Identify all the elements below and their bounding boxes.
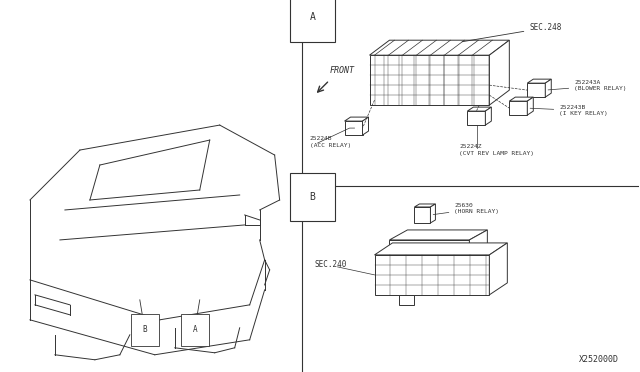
Text: (CVT REV LAMP RELAY): (CVT REV LAMP RELAY) bbox=[460, 151, 534, 156]
Text: B: B bbox=[143, 325, 147, 334]
Polygon shape bbox=[390, 240, 469, 255]
Polygon shape bbox=[490, 40, 509, 105]
Text: SEC.248: SEC.248 bbox=[462, 23, 562, 42]
Text: 252243B
(I KEY RELAY): 252243B (I KEY RELAY) bbox=[530, 105, 608, 116]
Polygon shape bbox=[369, 40, 509, 55]
Text: B: B bbox=[310, 192, 316, 202]
Polygon shape bbox=[527, 79, 551, 83]
Polygon shape bbox=[469, 230, 487, 255]
Text: A: A bbox=[310, 12, 316, 22]
Polygon shape bbox=[527, 97, 533, 115]
Polygon shape bbox=[415, 207, 431, 223]
Polygon shape bbox=[362, 117, 369, 135]
Polygon shape bbox=[467, 107, 492, 111]
Polygon shape bbox=[527, 83, 545, 97]
Text: 25224Z: 25224Z bbox=[460, 144, 482, 149]
Polygon shape bbox=[415, 204, 435, 207]
Polygon shape bbox=[545, 79, 551, 97]
Text: SEC.240: SEC.240 bbox=[315, 260, 347, 269]
Text: 25630
(HORN RELAY): 25630 (HORN RELAY) bbox=[433, 203, 499, 215]
Polygon shape bbox=[431, 204, 435, 223]
Text: FRONT: FRONT bbox=[330, 66, 355, 75]
Polygon shape bbox=[467, 111, 485, 125]
Polygon shape bbox=[399, 295, 415, 305]
Polygon shape bbox=[374, 243, 508, 255]
Polygon shape bbox=[344, 117, 369, 121]
Polygon shape bbox=[344, 121, 362, 135]
Polygon shape bbox=[374, 255, 490, 295]
Polygon shape bbox=[369, 55, 490, 105]
Text: A: A bbox=[193, 325, 197, 334]
Text: 25224B: 25224B bbox=[310, 136, 332, 141]
Text: 252243A
(BLOWER RELAY): 252243A (BLOWER RELAY) bbox=[548, 80, 627, 91]
Polygon shape bbox=[509, 101, 527, 115]
Polygon shape bbox=[490, 243, 508, 295]
Polygon shape bbox=[509, 97, 533, 101]
Text: X252000D: X252000D bbox=[579, 355, 619, 364]
Polygon shape bbox=[485, 107, 492, 125]
Polygon shape bbox=[390, 230, 487, 240]
Text: (ACC RELAY): (ACC RELAY) bbox=[310, 143, 351, 148]
